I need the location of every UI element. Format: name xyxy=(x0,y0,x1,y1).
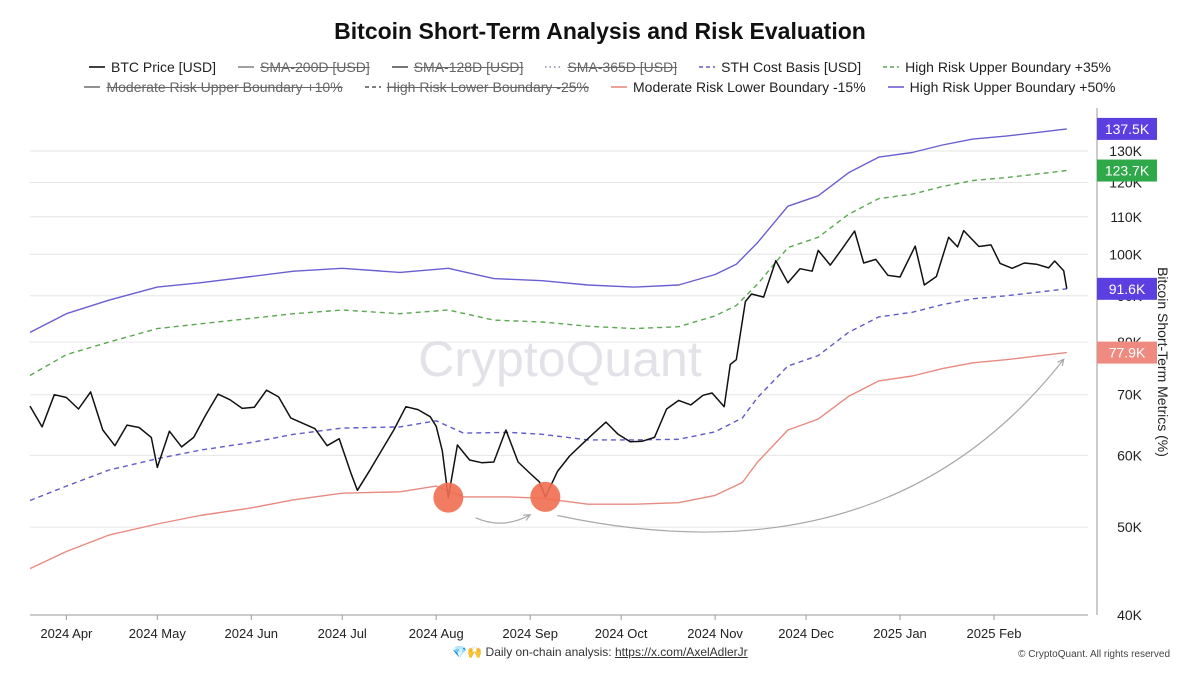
highlight-circle xyxy=(433,482,464,513)
arrow-head xyxy=(1057,358,1065,367)
legend-swatch xyxy=(84,86,101,88)
end-value-label: 137.5K xyxy=(1105,121,1150,137)
diamond-hands-icon: 💎🙌 xyxy=(452,645,483,659)
grid-lines xyxy=(30,150,1088,616)
legend-label: High Risk Lower Boundary -25% xyxy=(386,79,589,95)
end-value-badge xyxy=(1097,117,1157,140)
end-value-badge xyxy=(1097,341,1157,364)
legend-swatch xyxy=(89,66,105,68)
x-tick-label: 2025 Jan xyxy=(873,626,927,641)
legend-item-sma128[interactable]: SMA-128D [USD] xyxy=(391,59,524,75)
y-tick-label: 110K xyxy=(1110,209,1142,225)
arrow-head xyxy=(523,514,532,521)
y-tick-label: 40K xyxy=(1117,607,1143,623)
legend-label: SMA-365D [USD] xyxy=(567,59,678,75)
y-axis: 40K50K60K70K80K90K100K110K120K130K xyxy=(1096,108,1143,623)
legend-item-upper50[interactable]: High Risk Upper Boundary +50% xyxy=(887,79,1116,95)
series-line-sth xyxy=(29,288,1067,502)
end-value-badges: 137.5K 123.7K 91.6K 77.9K xyxy=(1097,117,1157,364)
legend-swatch xyxy=(391,66,408,68)
annotations xyxy=(433,358,1065,533)
x-tick-label: 2024 Nov xyxy=(687,626,743,641)
legend-item-sma365[interactable]: SMA-365D [USD] xyxy=(545,59,677,75)
x-tick-label: 2024 Aug xyxy=(409,626,464,641)
legend-label: BTC Price [USD] xyxy=(111,59,217,75)
legend-label: Moderate Risk Upper Boundary +10% xyxy=(106,79,343,95)
x-tick-label: 2024 Oct xyxy=(595,626,648,641)
series-line-lower15 xyxy=(29,351,1067,570)
x-tick-label: 2024 Apr xyxy=(40,626,93,641)
legend-item-upper35[interactable]: High Risk Upper Boundary +35% xyxy=(883,59,1111,75)
x-tick-label: 2024 Sep xyxy=(502,626,558,641)
y-tick-label: 60K xyxy=(1117,447,1143,463)
legend-swatch xyxy=(699,66,716,68)
series-line-upper50 xyxy=(29,128,1067,334)
legend-swatch xyxy=(611,86,627,88)
legend-label: High Risk Upper Boundary +50% xyxy=(909,79,1116,95)
highlight-circle xyxy=(530,481,561,512)
y-tick-label: 70K xyxy=(1117,387,1143,403)
legend-swatch xyxy=(238,66,255,68)
legend-item-sth[interactable]: STH Cost Basis [USD] xyxy=(699,59,861,75)
legend-item-lower15[interactable]: Moderate Risk Lower Boundary -15% xyxy=(611,79,866,95)
x-tick-label: 2025 Feb xyxy=(967,626,1022,641)
legend-label: STH Cost Basis [USD] xyxy=(721,59,862,75)
x-axis: 2024 Apr 2024 May 2024 Jun 2024 Jul 2024 Aug… xyxy=(30,614,1088,641)
end-value-label: 123.7K xyxy=(1105,163,1150,179)
source-link[interactable]: https://x.com/AxelAdlerJr xyxy=(614,645,748,659)
series-line-btc xyxy=(29,229,1068,499)
end-value-label: 91.6K xyxy=(1109,281,1146,297)
y-tick-label: 50K xyxy=(1117,519,1143,535)
series-lines xyxy=(29,128,1068,570)
trend-arrow xyxy=(475,514,531,524)
chart-title: Bitcoin Short-Term Analysis and Risk Eva… xyxy=(334,18,866,44)
legend-label: SMA-200D [USD] xyxy=(260,59,370,75)
x-tick-label: 2024 Jul xyxy=(318,626,367,641)
legend-swatch xyxy=(887,86,904,88)
legend-swatch xyxy=(883,66,900,68)
legend-swatch xyxy=(364,86,381,88)
x-tick-label: 2024 Jun xyxy=(225,626,279,641)
y-tick-label: 130K xyxy=(1109,143,1142,159)
y-tick-label: 100K xyxy=(1109,246,1142,262)
watermark: CryptoQuant xyxy=(418,331,702,387)
x-tick-label: 2024 Dec xyxy=(778,626,834,641)
footer-prefix: Daily on-chain analysis: xyxy=(485,645,612,659)
legend-label: High Risk Upper Boundary +35% xyxy=(905,59,1111,75)
copyright: © CryptoQuant. All rights reserved xyxy=(1018,649,1170,660)
legend-item-upper10[interactable]: Moderate Risk Upper Boundary +10% xyxy=(84,79,343,95)
end-value-label: 77.9K xyxy=(1109,345,1146,361)
legend-label: SMA-128D [USD] xyxy=(413,59,524,75)
trend-arrow xyxy=(557,358,1065,533)
y-axis-label: Bitcoin Short-Term Metrics (%) xyxy=(1155,267,1171,457)
legend-item-sma200[interactable]: SMA-200D [USD] xyxy=(238,59,370,75)
legend-row: Moderate Risk Upper Boundary +10% High Ri… xyxy=(0,79,1200,95)
end-value-badge xyxy=(1097,277,1157,300)
legend-label: Moderate Risk Lower Boundary -15% xyxy=(633,79,866,95)
legend-row: BTC Price [USD] SMA-200D [USD] SMA-128D [U… xyxy=(0,59,1200,75)
legend-item-lower25[interactable]: High Risk Lower Boundary -25% xyxy=(364,79,589,95)
footer-source: 💎🙌 Daily on-chain analysis: https://x.co… xyxy=(0,645,1200,659)
end-value-badge xyxy=(1097,159,1157,182)
x-tick-label: 2024 May xyxy=(129,626,187,641)
legend-item-btc[interactable]: BTC Price [USD] xyxy=(89,59,216,75)
